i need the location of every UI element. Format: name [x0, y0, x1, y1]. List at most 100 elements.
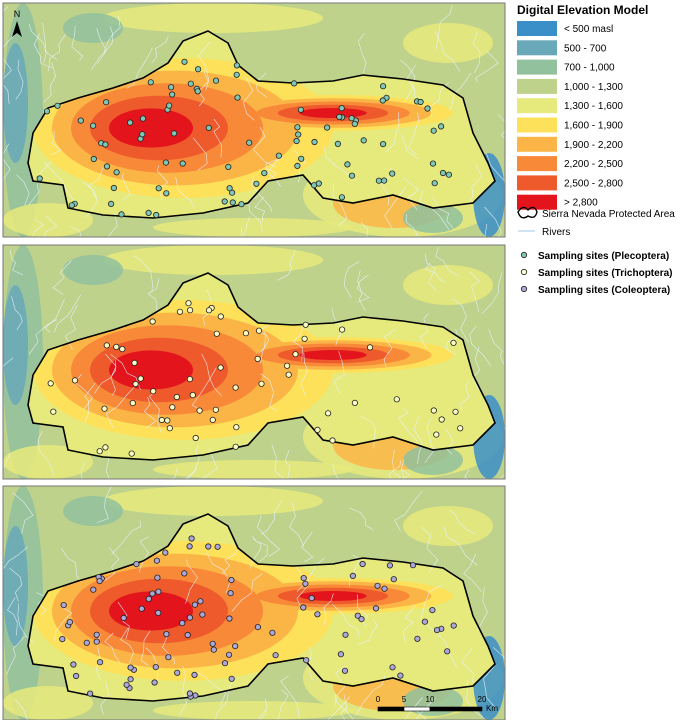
- legend-swatch: [517, 117, 557, 133]
- sampling-site: [337, 651, 344, 658]
- sampling-site: [210, 646, 217, 653]
- sampling-site: [294, 162, 301, 169]
- river: [401, 459, 405, 479]
- sampling-site: [301, 335, 308, 342]
- river: [6, 635, 26, 675]
- sampling-site: [152, 664, 159, 671]
- river: [340, 694, 348, 720]
- sampling-site: [97, 659, 104, 666]
- sampling-site: [269, 629, 276, 636]
- sampling-site: [334, 140, 341, 147]
- river: [108, 212, 118, 237]
- terrain-area: [153, 218, 353, 237]
- river: [332, 464, 339, 479]
- river: [7, 597, 18, 636]
- river: [3, 58, 12, 104]
- river: [257, 324, 270, 355]
- sampling-site: [393, 396, 400, 403]
- sampling-site: [294, 124, 301, 131]
- river: [448, 509, 476, 535]
- river: [476, 587, 488, 632]
- river: [140, 630, 151, 666]
- sampling-site: [338, 194, 345, 201]
- sampling-site: [59, 636, 66, 643]
- river: [201, 449, 218, 479]
- sampling-site: [171, 130, 178, 137]
- river: [170, 466, 178, 479]
- river: [71, 25, 84, 61]
- sampling-site: [414, 635, 421, 642]
- sampling-site: [379, 83, 387, 90]
- sampling-site: [226, 615, 233, 622]
- sampling-site: [217, 364, 224, 371]
- river: [96, 486, 112, 523]
- river: [96, 26, 114, 65]
- map-body: [3, 245, 505, 479]
- sampling-site: [302, 580, 309, 587]
- sampling-site: [50, 408, 57, 415]
- protected-area-outline: [27, 272, 496, 461]
- sampling-site: [153, 557, 160, 564]
- river: [484, 223, 488, 237]
- river: [466, 164, 483, 207]
- river: [14, 698, 28, 720]
- sampling-site: [205, 543, 212, 550]
- legend-label: Sampling sites (Coleoptera): [538, 285, 670, 296]
- legend-site-symbol: [520, 268, 528, 276]
- sampling-site: [139, 115, 147, 122]
- river: [400, 59, 416, 102]
- sampling-site: [323, 124, 331, 131]
- river: [151, 35, 169, 63]
- river: [254, 196, 266, 222]
- river: [84, 382, 96, 423]
- river: [44, 298, 65, 333]
- sampling-site: [298, 155, 305, 162]
- sampling-site: [212, 406, 219, 413]
- sampling-site: [302, 321, 309, 328]
- sampling-site: [186, 543, 193, 550]
- sampling-site: [169, 91, 176, 98]
- sampling-site: [421, 618, 428, 625]
- legend-swatch: [517, 21, 557, 36]
- river: [360, 415, 376, 449]
- river: [398, 407, 419, 443]
- river: [259, 330, 270, 364]
- panel-frame: [2, 2, 506, 238]
- terrain-area: [403, 445, 463, 475]
- sampling-site: [194, 88, 201, 95]
- river: [260, 373, 277, 411]
- sampling-site: [358, 616, 365, 623]
- sampling-site: [154, 574, 161, 581]
- sampling-site: [303, 657, 310, 664]
- river: [384, 187, 406, 229]
- river: [259, 698, 268, 720]
- sampling-site: [163, 190, 170, 197]
- sampling-site: [424, 105, 431, 112]
- river: [38, 430, 54, 476]
- sampling-site: [70, 661, 77, 668]
- map-body: [3, 486, 505, 720]
- north-label: N: [14, 9, 21, 19]
- river: [400, 468, 411, 479]
- sampling-site: [119, 346, 126, 353]
- river: [42, 22, 57, 60]
- sampling-site: [389, 664, 396, 671]
- sampling-site: [195, 66, 202, 73]
- terrain-area: [403, 203, 463, 233]
- legend-label: Sampling sites (Trichoptera): [538, 268, 672, 279]
- sampling-site: [151, 679, 158, 686]
- sampling-site: [168, 84, 175, 91]
- sampling-site: [36, 175, 43, 182]
- sampling-site: [228, 577, 235, 584]
- terrain-area: [153, 460, 353, 479]
- river: [201, 353, 222, 397]
- river: [358, 33, 367, 75]
- sampling-site: [127, 119, 134, 126]
- river: [105, 385, 137, 429]
- sampling-site: [181, 58, 188, 65]
- river: [403, 177, 420, 211]
- river: [276, 689, 289, 720]
- sampling-site: [127, 664, 134, 671]
